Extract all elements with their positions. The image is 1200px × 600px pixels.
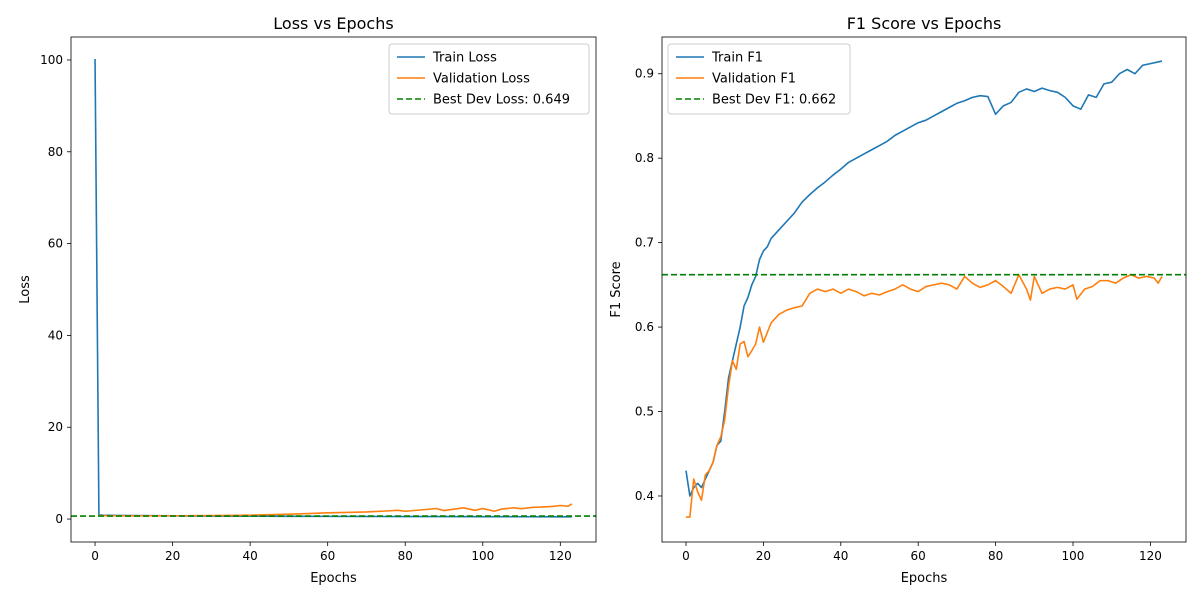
legend-entry-validation-label: Validation F1 (712, 72, 796, 87)
series-line-validation (685, 273, 1163, 518)
x-tick-label: 120 (1139, 549, 1162, 563)
legend-box (667, 43, 851, 115)
y-tick-label: 20 (48, 420, 63, 434)
y-tick-label: 0.9 (635, 67, 654, 81)
series-line-train (94, 59, 572, 518)
y-tick-label: 0.5 (635, 405, 654, 419)
y-tick-label: 0.7 (635, 236, 654, 250)
chart-2: F1 Score vs Epochs 0 20 40 60 80 100 120 0.4 0.5 0… (609, 14, 1187, 586)
x-tick-label: 0 (91, 549, 99, 563)
legend: Train F1 Validation F1 Best Dev F1: 0.662 (667, 43, 851, 115)
x-tick-label: 40 (833, 549, 848, 563)
legend: Train Loss Validation Loss Best Dev Loss: … (388, 43, 590, 115)
legend-entry-best-label: Best Dev F1: 0.662 (712, 93, 836, 108)
x-tick-label: 100 (471, 549, 494, 563)
x-tick-label: 60 (911, 549, 926, 563)
chart-1: Loss vs Epochs 0 20 40 60 80 100 120 0 20 40 60 80 10… (18, 14, 597, 586)
x-tick-label: 20 (165, 549, 180, 563)
x-tick-label: 0 (682, 549, 690, 563)
y-tick-label: 40 (48, 328, 63, 342)
plot-area (71, 59, 596, 518)
x-tick-label: 120 (549, 549, 572, 563)
x-axis-label: Epochs (901, 571, 948, 586)
y-tick-label: 0.4 (635, 489, 654, 503)
chart-title: Loss vs Epochs (273, 14, 393, 33)
legend-entry-train-label: Train Loss (432, 51, 497, 66)
x-axis-label: Epochs (310, 571, 357, 586)
legend-entry-best-label: Best Dev Loss: 0.649 (433, 93, 570, 108)
y-tick-label: 60 (48, 237, 63, 251)
y-tick-label: 0.6 (635, 320, 654, 334)
y-tick-label: 80 (48, 145, 63, 159)
chart-title: F1 Score vs Epochs (847, 14, 1002, 33)
axes-frame (70, 36, 597, 543)
x-tick-label: 40 (242, 549, 257, 563)
x-tick-label: 80 (398, 549, 413, 563)
legend-box (388, 43, 590, 115)
plot-area (662, 60, 1186, 518)
y-tick-label: 100 (40, 53, 63, 67)
y-axis-label: F1 Score (609, 261, 624, 317)
x-tick-label: 100 (1062, 549, 1085, 563)
series-line-validation (98, 503, 573, 517)
x-tick-label: 60 (320, 549, 335, 563)
y-tick-label: 0.8 (635, 151, 654, 165)
axes-frame (661, 36, 1187, 543)
x-tick-label: 20 (756, 549, 771, 563)
x-tick-label: 80 (988, 549, 1003, 563)
y-tick-label: 0 (55, 512, 63, 526)
legend-entry-train-label: Train F1 (711, 51, 763, 66)
legend-entry-validation-label: Validation Loss (433, 72, 530, 87)
series-line-train (685, 60, 1163, 497)
y-axis-label: Loss (18, 275, 33, 304)
